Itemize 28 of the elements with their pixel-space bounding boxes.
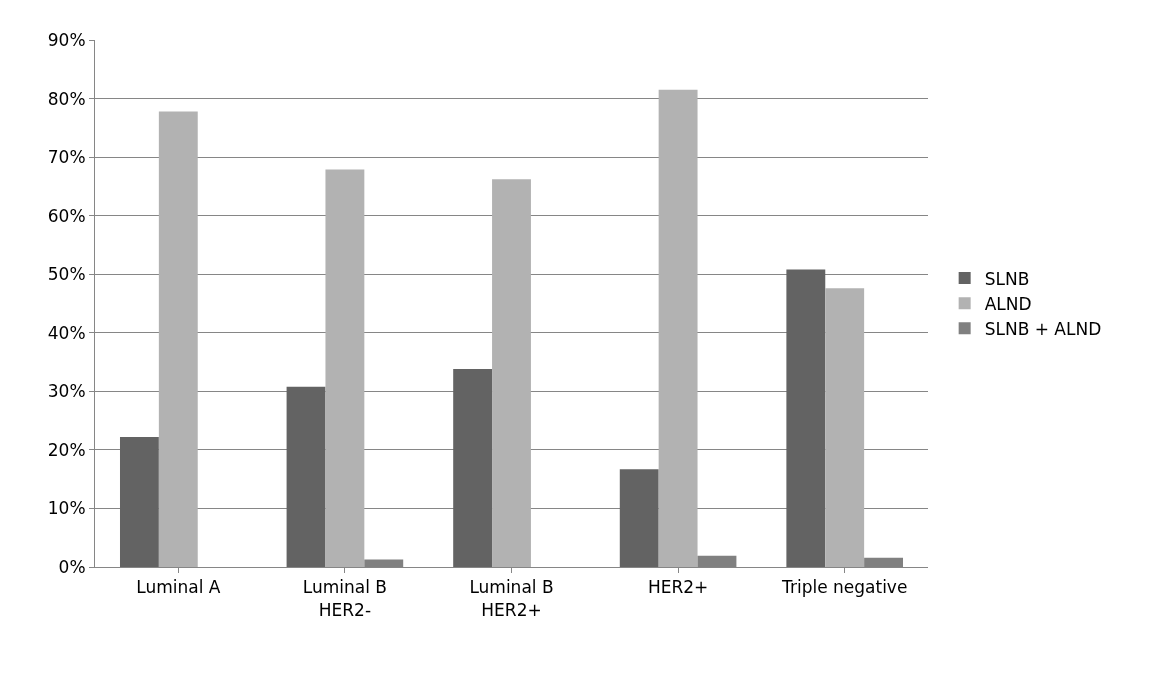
bar: [786, 269, 826, 567]
y-tick-label: 10%: [47, 498, 86, 519]
x-tick-label: HER2+: [647, 577, 709, 598]
legend-label: SLNB + ALND: [984, 318, 1102, 339]
bar: [825, 288, 865, 567]
bar: [286, 386, 326, 567]
bar: [658, 89, 698, 567]
bar: [119, 437, 159, 567]
legend-label: SLNB: [984, 268, 1030, 289]
y-tick-label: 90%: [47, 29, 86, 50]
legend-label: ALND: [984, 293, 1032, 314]
y-tick-label: 0%: [58, 556, 86, 577]
bar: [158, 111, 198, 567]
bar: [619, 469, 659, 567]
bar: [325, 169, 365, 567]
y-tick-label: 20%: [47, 439, 86, 460]
x-tick-label: Luminal A: [136, 577, 221, 598]
y-tick-label: 70%: [47, 147, 86, 168]
bar: [492, 179, 531, 567]
x-tick-label: Luminal B HER2-: [302, 577, 388, 620]
y-tick-label: 30%: [47, 381, 86, 402]
bar: [453, 369, 493, 567]
y-tick-label: 40%: [47, 322, 86, 343]
y-tick-label: 50%: [47, 264, 86, 285]
x-tick-label: Triple negative: [781, 577, 908, 598]
x-tick-label: Luminal B HER2+: [469, 577, 554, 620]
y-tick-label: 80%: [47, 88, 86, 109]
y-tick-label: 60%: [47, 205, 86, 226]
